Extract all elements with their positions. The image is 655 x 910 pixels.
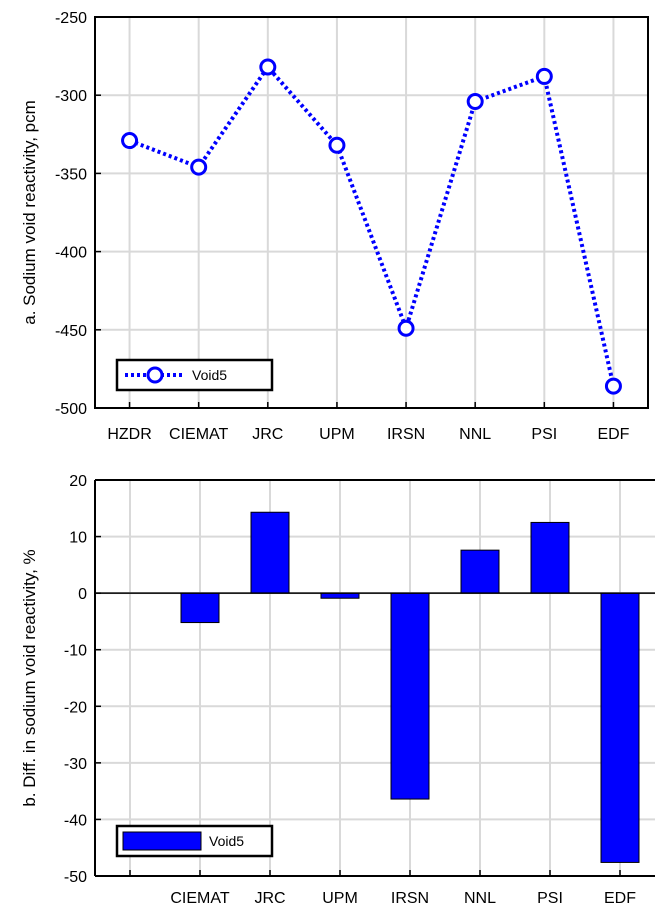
x-tick-label: HZDR bbox=[107, 426, 151, 443]
bar-upm bbox=[320, 592, 360, 599]
x-tick-label: CIEMAT bbox=[170, 890, 229, 907]
bar-nnl bbox=[460, 549, 500, 594]
y-tick-label: -20 bbox=[64, 699, 87, 716]
x-tick-label: PSI bbox=[531, 426, 557, 443]
x-tick-label: PSI bbox=[537, 890, 563, 907]
legend-bar-swatch bbox=[122, 831, 202, 851]
y-tick-label: -400 bbox=[55, 245, 87, 262]
y-tick-label: -50 bbox=[64, 869, 87, 886]
x-tick-label: UPM bbox=[319, 426, 355, 443]
plot-area-frame bbox=[94, 16, 649, 409]
bar-jrc bbox=[250, 511, 290, 594]
y-axis-label: a. Sodium void reactivity, pcm bbox=[20, 100, 39, 325]
y-tick-label: -300 bbox=[55, 88, 87, 105]
y-tick-label: -250 bbox=[55, 10, 87, 27]
x-tick-label: EDF bbox=[604, 890, 636, 907]
y-tick-label: -10 bbox=[64, 643, 87, 660]
data-point-irsn bbox=[397, 319, 415, 337]
legend-label: Void5 bbox=[192, 367, 227, 383]
data-point-jrc bbox=[259, 58, 277, 76]
x-tick-label: IRSN bbox=[387, 426, 425, 443]
x-tick-label: EDF bbox=[597, 426, 629, 443]
bar-psi bbox=[530, 521, 570, 594]
x-tick-label: NNL bbox=[464, 890, 496, 907]
bar-ciemat bbox=[180, 592, 220, 624]
x-tick-label: JRC bbox=[252, 426, 283, 443]
x-tick-label: NNL bbox=[459, 426, 491, 443]
y-tick-label: -450 bbox=[55, 323, 87, 340]
bar-edf bbox=[600, 592, 640, 863]
data-point-hzdr bbox=[121, 132, 139, 150]
legend-box bbox=[115, 358, 274, 392]
x-tick-label: UPM bbox=[322, 890, 358, 907]
x-tick-label: JRC bbox=[254, 890, 285, 907]
data-point-nnl bbox=[466, 92, 484, 110]
y-tick-label: 0 bbox=[78, 586, 87, 603]
y-tick-label: 20 bbox=[69, 473, 87, 490]
y-tick-label: 10 bbox=[69, 530, 87, 547]
data-point-edf bbox=[604, 377, 622, 395]
chart-sodium-void-reactivity: -250 -300 -350 -400 -450 -500 HZDR CIEMAT JRC UPM… bbox=[20, 10, 649, 443]
series-line-void5 bbox=[128, 63, 616, 387]
legend-marker-swatch bbox=[146, 366, 164, 384]
chart-diff-sodium-void-reactivity: 20 10 0 -10 -20 -30 -40 -50 CIEMAT JRC UPM IRSN NNL P… bbox=[20, 473, 655, 907]
y-tick-label: -40 bbox=[64, 812, 87, 829]
legend-label: Void5 bbox=[209, 833, 244, 849]
y-axis-label: b. Diff. in sodium void reactivity, % bbox=[20, 549, 39, 806]
data-point-psi bbox=[535, 67, 553, 85]
data-point-upm bbox=[328, 136, 346, 154]
x-tick-label: IRSN bbox=[391, 890, 429, 907]
y-tick-label: -500 bbox=[55, 401, 87, 418]
y-tick-label: -350 bbox=[55, 166, 87, 183]
bar-irsn bbox=[390, 592, 430, 800]
y-tick-label: -30 bbox=[64, 756, 87, 773]
x-tick-label: CIEMAT bbox=[169, 426, 228, 443]
data-point-ciemat bbox=[190, 158, 208, 176]
